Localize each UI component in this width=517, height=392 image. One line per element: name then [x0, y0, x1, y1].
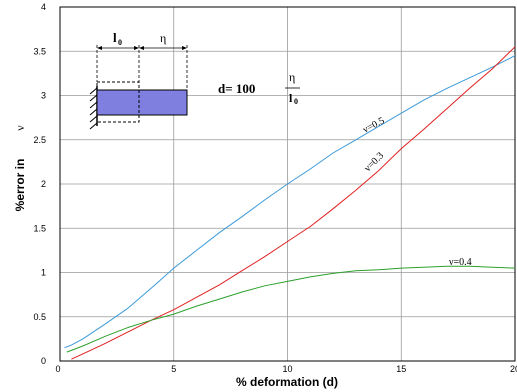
extended-bar: [96, 89, 188, 116]
hatch-line: [89, 101, 98, 109]
series-line-2: [66, 265, 516, 353]
y-tick-label: 0.5: [33, 312, 46, 322]
x-tick-labels: 0 5 10 15 20: [55, 364, 517, 374]
arrowhead-eta-right: [182, 46, 187, 50]
y-tick-labels: 0 0.5 1 1.5 2 2.5 3 3.5 4: [33, 2, 46, 366]
hatch-line: [89, 108, 98, 116]
wall-hatch: [89, 87, 98, 130]
y-tick-label: 1.5: [33, 223, 46, 233]
x-tick-label: 20: [510, 364, 517, 374]
x-tick-label: 5: [171, 364, 176, 374]
y-tick-label: 3.5: [33, 46, 46, 56]
y-tick-label: 2: [41, 179, 46, 189]
l0-subscript: 0: [118, 38, 122, 47]
series-line-1: [71, 46, 516, 360]
series-label-nu03: ν=0.3: [362, 150, 386, 174]
series-label-nu05: ν=0.5: [361, 115, 386, 135]
hatch-line: [89, 115, 98, 123]
x-tick-label: 0: [55, 364, 60, 374]
series-group: [64, 46, 516, 360]
y-axis-symbol: ν: [13, 125, 27, 131]
hatch-line: [89, 94, 98, 102]
y-axis-label: %error in: [13, 159, 27, 212]
y-tick-label: 1: [41, 268, 46, 278]
arrowhead-eta-left: [139, 46, 144, 50]
hatch-line: [89, 87, 98, 95]
l0-label: l: [113, 30, 117, 45]
y-tick-label: 3: [41, 91, 46, 101]
x-tick-label: 15: [396, 364, 406, 374]
series-label-nu04: ν=0.4: [449, 257, 472, 268]
formula-prefix: d= 100: [218, 81, 255, 96]
x-axis-label: % deformation (d): [236, 375, 338, 389]
arrowhead-l0-left: [97, 46, 102, 50]
y-tick-label: 4: [41, 2, 46, 12]
series-line-0: [64, 55, 516, 349]
hatch-line: [89, 122, 98, 130]
eta-label: η: [160, 31, 166, 45]
arrowhead-l0-right: [134, 46, 139, 50]
y-tick-label: 2.5: [33, 135, 46, 145]
x-tick-label: 10: [282, 364, 292, 374]
formula-denominator-sub: 0: [294, 97, 298, 106]
y-tick-label: 0: [41, 356, 46, 366]
inset-diagram: l 0 η: [89, 30, 188, 130]
formula: d= 100 η l 0: [218, 70, 300, 106]
formula-denominator: l: [289, 91, 293, 105]
formula-numerator: η: [289, 70, 295, 84]
plot-frame: [59, 6, 516, 362]
